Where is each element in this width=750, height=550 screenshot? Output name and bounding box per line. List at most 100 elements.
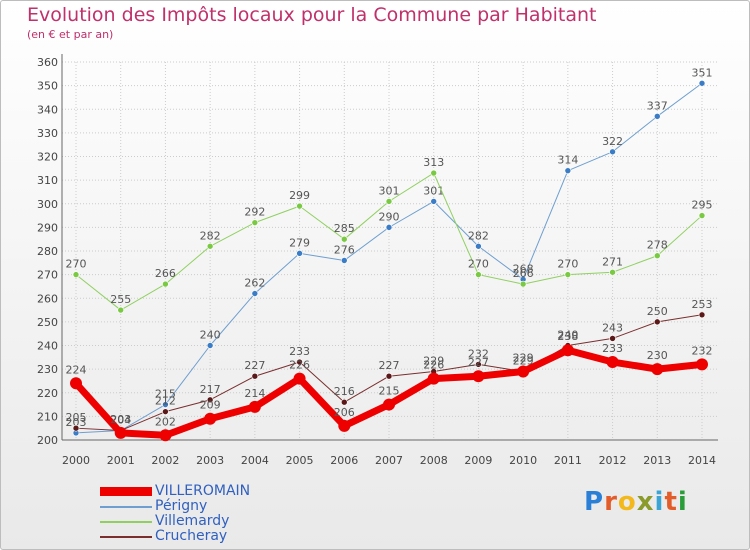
data-point-villeromain <box>383 398 395 411</box>
data-label-villemardy: 266 <box>155 267 176 280</box>
legend-swatch <box>100 487 152 496</box>
x-tick-label: 2006 <box>330 454 358 467</box>
data-label-villeromain: 238 <box>557 330 578 343</box>
data-label-villeromain: 227 <box>468 356 489 369</box>
data-point-villemardy <box>475 271 482 278</box>
y-tick-label: 260 <box>37 292 58 305</box>
y-tick-label: 240 <box>37 340 58 353</box>
data-label-villemardy: 282 <box>200 229 221 242</box>
data-point-crucheray <box>698 311 706 319</box>
data-label-villeromain: 206 <box>334 406 355 419</box>
data-point-p-rigny <box>385 224 393 231</box>
x-tick-label: 2013 <box>643 454 671 467</box>
data-point-villemardy <box>564 271 572 278</box>
data-point-p-rigny <box>162 401 169 408</box>
data-point-crucheray <box>251 372 259 380</box>
data-label-crucheray: 250 <box>647 305 668 318</box>
y-tick-label: 230 <box>37 363 58 376</box>
x-tick-label: 2009 <box>464 454 492 467</box>
data-point-villeromain <box>338 419 351 432</box>
data-point-villeromain <box>517 365 530 378</box>
logo-letter: i <box>654 487 665 517</box>
data-point-villemardy <box>162 280 169 288</box>
data-label-crucheray: 232 <box>468 347 489 360</box>
data-point-villeromain <box>293 372 306 385</box>
data-label-p-rigny: 322 <box>602 135 623 148</box>
data-label-villeromain: 214 <box>244 387 265 400</box>
logo-letter: r <box>604 487 618 517</box>
proxiti-logo: Proxiti <box>584 487 688 517</box>
data-label-p-rigny: 279 <box>289 236 310 249</box>
data-point-villemardy <box>72 271 80 278</box>
data-point-villemardy <box>653 252 661 260</box>
data-label-p-rigny: 276 <box>334 243 355 256</box>
data-label-villeromain: 233 <box>602 342 623 355</box>
data-label-crucheray: 253 <box>692 298 713 311</box>
data-label-villemardy: 270 <box>66 258 87 271</box>
data-label-p-rigny: 337 <box>647 99 668 112</box>
y-tick-label: 250 <box>37 316 58 329</box>
data-point-villeromain <box>114 426 127 439</box>
data-point-p-rigny <box>609 148 616 156</box>
y-tick-label: 330 <box>37 127 58 140</box>
data-point-villeromain <box>70 377 82 390</box>
logo-letter: o <box>617 487 637 517</box>
data-label-p-rigny: 203 <box>66 416 87 429</box>
x-tick-label: 2007 <box>375 454 403 467</box>
logo-letter: P <box>584 487 605 517</box>
y-tick-label: 280 <box>37 245 58 258</box>
data-label-p-rigny: 240 <box>200 329 221 342</box>
legend-label: Crucheray <box>155 528 228 544</box>
y-tick-label: 210 <box>37 410 58 423</box>
data-point-villeromain <box>606 356 619 369</box>
data-label-crucheray: 240 <box>557 329 578 342</box>
y-tick-label: 320 <box>37 151 58 164</box>
data-point-crucheray <box>206 396 214 404</box>
data-label-crucheray: 216 <box>334 385 355 398</box>
data-label-crucheray: 243 <box>602 321 623 334</box>
data-point-villeromain <box>427 372 440 385</box>
data-point-crucheray <box>162 408 169 415</box>
data-point-p-rigny <box>698 79 706 87</box>
data-point-crucheray <box>475 361 482 368</box>
data-label-p-rigny: 351 <box>692 66 713 79</box>
y-tick-label: 300 <box>37 198 58 211</box>
y-tick-label: 220 <box>37 387 58 400</box>
data-label-villemardy: 271 <box>602 255 623 268</box>
data-point-p-rigny <box>251 290 259 297</box>
y-tick-label: 350 <box>37 80 58 93</box>
data-label-p-rigny: 215 <box>155 388 176 401</box>
data-label-p-rigny: 301 <box>423 184 444 197</box>
x-tick-label: 2000 <box>62 454 90 467</box>
data-point-villemardy <box>251 219 259 226</box>
data-point-villeromain <box>159 429 172 442</box>
data-label-crucheray: 205 <box>66 411 87 424</box>
x-tick-label: 2008 <box>420 454 448 467</box>
data-label-p-rigny: 262 <box>244 277 265 290</box>
data-point-villeromain <box>696 358 708 371</box>
data-label-villeromain: 226 <box>423 359 444 372</box>
y-tick-label: 340 <box>37 103 58 116</box>
data-label-villeromain: 203 <box>110 413 131 426</box>
x-tick-label: 2005 <box>286 454 314 467</box>
legend-label: VILLEROMAIN <box>155 483 251 499</box>
y-tick-label: 200 <box>37 434 58 447</box>
y-tick-label: 360 <box>37 56 58 69</box>
legend-label: Périgny <box>155 498 208 514</box>
chart-title: Evolution des Impôts locaux pour la Comm… <box>27 4 597 26</box>
data-label-villemardy: 266 <box>513 267 534 280</box>
data-label-crucheray: 229 <box>423 354 444 367</box>
x-tick-label: 2004 <box>241 454 269 467</box>
x-tick-label: 2010 <box>509 454 537 467</box>
data-point-crucheray <box>72 424 80 432</box>
data-label-villemardy: 278 <box>647 239 668 252</box>
x-tick-label: 2003 <box>196 454 224 467</box>
legend-swatch <box>100 506 152 508</box>
data-point-villemardy <box>385 198 393 205</box>
chart-subtitle: (en € et par an) <box>27 28 114 41</box>
logo-letter: x <box>636 487 655 517</box>
x-tick-label: 2001 <box>107 454 135 467</box>
data-label-villemardy: 285 <box>334 222 355 235</box>
y-tick-label: 270 <box>37 269 58 282</box>
data-point-p-rigny <box>340 257 348 264</box>
